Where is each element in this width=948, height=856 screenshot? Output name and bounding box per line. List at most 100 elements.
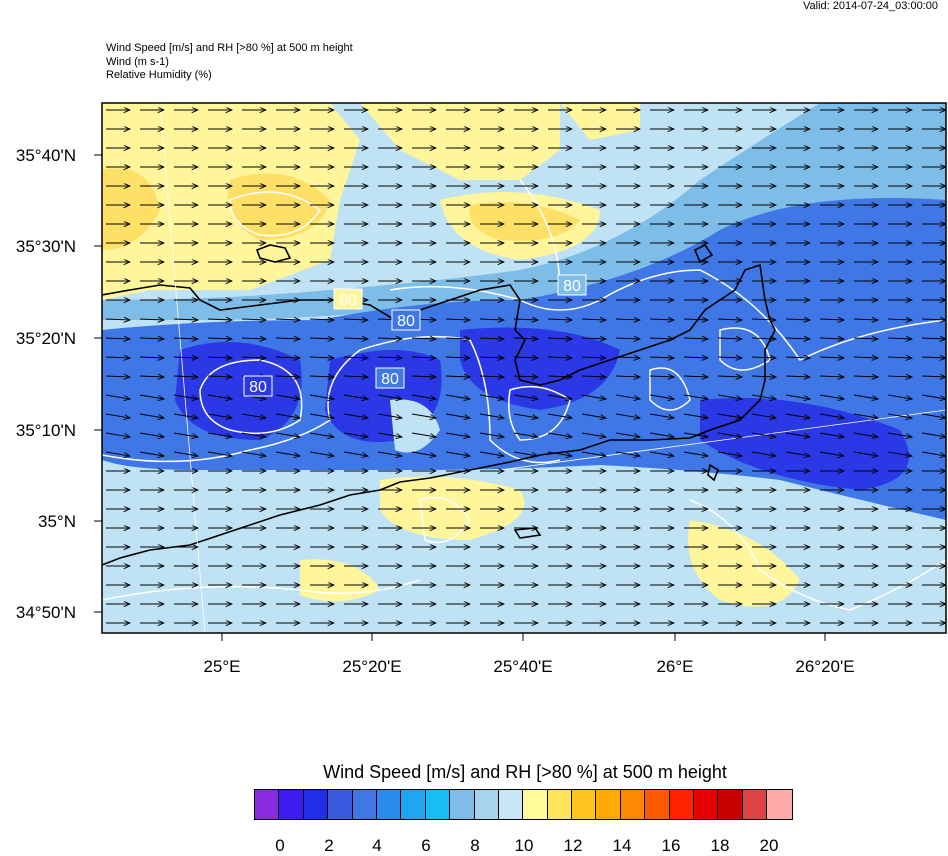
colorbar-label: 16 [661,836,681,855]
yellow-region-s [380,476,525,540]
wind-arrow [683,432,708,437]
wind-arrow [717,338,742,339]
wind-arrow [377,413,402,418]
colorbar-labels: 0 2 4 6 8 10 12 14 16 18 20 [0,836,948,856]
title-line-3: Relative Humidity (%) [106,69,212,81]
wind-arrow [751,432,776,437]
wind-arrow [853,451,878,456]
wind-arrow [785,319,810,320]
wind-arrow [445,338,470,339]
wind-arrow [921,451,946,456]
wind-arrow [615,376,640,377]
wind-arrow [241,413,266,418]
colorbar-title: Wind Speed [m/s] and RH [>80 %] at 500 m… [323,762,727,782]
wind-arrow [785,338,810,339]
colorbar-swatch [352,790,377,819]
wind-arrow [343,357,368,358]
colorbar-swatch [328,790,353,819]
colorbar-label: 6 [421,836,431,855]
wind-arrow [139,338,164,339]
wind-arrow [411,357,436,358]
wind-arrow [717,432,742,437]
wind-arrow [683,394,708,399]
wind-arrow [921,432,946,437]
wind-arrow [649,357,674,358]
wind-arrow [173,432,198,437]
wind-arrow [445,432,470,437]
wind-arrow [581,376,606,377]
wind-arrow [411,376,436,377]
wind-arrow [819,432,844,437]
colorbar-swatch [376,790,402,819]
wind-arrow [377,338,402,339]
wind-arrow [853,394,878,399]
wind-arrow [479,394,504,399]
wind-arrow [683,376,708,377]
lat-label: 35°40'N [16,146,76,165]
wind-arrow [615,451,640,456]
yellow-core-nw [228,173,330,240]
lon-label: 25°20'E [342,657,401,676]
wind-arrow [751,376,776,377]
wind-arrow [173,319,198,320]
wind-arrow [921,413,946,418]
wind-arrow [309,451,334,456]
wind-arrow [751,319,776,320]
wind-arrow [683,357,708,358]
wind-arrow [479,413,504,418]
wind-arrow [581,451,606,456]
wind-arrow [139,451,164,456]
wind-arrow [785,376,810,377]
wind-arrow [819,394,844,399]
wind-arrow [411,451,436,456]
wind-arrow [105,319,130,320]
wind-arrow [139,413,164,418]
wind-arrow [207,376,232,377]
colorbar-label: 2 [324,836,334,855]
wind-arrow [921,319,946,320]
wind-arrow [479,319,504,320]
wind-arrow [921,394,946,399]
wind-arrow [887,451,912,456]
wind-arrow [615,357,640,358]
wind-arrow [105,357,130,358]
contour-label: 80 [381,371,399,388]
wind-arrow [445,376,470,377]
wind-arrow [377,432,402,437]
lat-label: 35°10'N [16,421,76,440]
colorbar-label: 12 [563,836,583,855]
wind-arrow [105,338,130,339]
wind-arrow [343,451,368,456]
wind-arrow [207,319,232,320]
rh-contours [102,179,946,611]
colorbar-label: 10 [514,836,534,855]
wind-arrow [275,413,300,418]
colorbar-swatch [620,790,646,819]
wind-arrow [275,319,300,320]
wind-arrow [717,413,742,418]
wind-arrow [751,357,776,358]
wind-arrow [513,394,538,399]
wind-arrow [649,394,674,399]
colorbar-label: 14 [612,836,632,855]
colorbar-swatch [523,790,548,819]
wind-arrow [343,413,368,418]
wind-arrow [649,376,674,377]
wind-arrow [751,451,776,456]
colorbar-swatch [474,790,499,819]
wind-arrow [581,357,606,358]
wind-arrow [173,394,198,399]
wind-arrow [309,357,334,358]
wind-arrow [139,319,164,320]
colorbar [254,789,793,820]
wind-arrow [819,376,844,377]
wind-arrow [173,376,198,377]
wind-arrow [309,376,334,377]
wind-arrow [411,394,436,399]
wind-arrow [785,413,810,418]
wind-arrow [173,451,198,456]
wind-arrow [649,338,674,339]
wind-arrow [717,319,742,320]
wind-arrow [513,413,538,418]
wind-arrow [615,413,640,418]
